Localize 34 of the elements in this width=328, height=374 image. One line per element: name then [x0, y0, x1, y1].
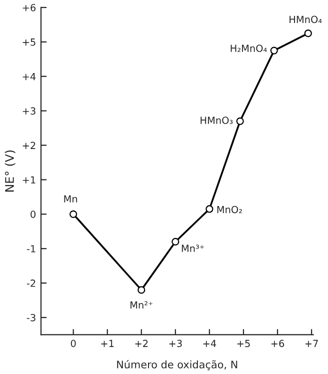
- x-axis-title: Número de oxidação, N: [117, 360, 238, 370]
- y-tick-label: +6: [22, 4, 36, 12]
- annotation: Mn²⁺: [130, 301, 153, 308]
- x-tick-label: 0: [70, 340, 76, 348]
- x-tick-label: +2: [135, 340, 148, 347]
- x-tick-label: +6: [271, 340, 284, 348]
- x-tick-label: +1: [101, 340, 114, 347]
- y-tick-label: +2: [22, 142, 36, 149]
- y-tick-label: +5: [22, 38, 36, 46]
- y-tick-label: -3: [26, 314, 36, 322]
- point: [138, 286, 146, 294]
- annotation: Mn: [64, 195, 77, 202]
- y-tick-label: +1: [22, 176, 36, 184]
- x-tick-label: +7: [305, 340, 318, 347]
- x-tick-label: +4: [203, 340, 216, 347]
- y-axis-title: NE° (V): [4, 150, 16, 192]
- y-tick-label: +4: [22, 72, 36, 80]
- annotation: H₂MnO₄: [230, 44, 267, 52]
- point: [270, 46, 278, 54]
- y-tick-label: 0: [30, 210, 36, 218]
- point: [172, 238, 180, 246]
- point: [70, 210, 78, 218]
- annotation: HMnO₃: [200, 116, 233, 124]
- annotation: Mn³⁺: [182, 244, 204, 252]
- y-tick-label: -1: [26, 245, 36, 252]
- point: [236, 117, 244, 125]
- x-tick-label: +3: [169, 340, 182, 348]
- annotation: MnO₂: [217, 206, 242, 214]
- x-tick-label: +5: [237, 340, 250, 348]
- y-tick-label: -2: [26, 280, 36, 287]
- annotation: HMnO₄: [290, 16, 322, 24]
- point: [206, 205, 214, 213]
- point: [304, 30, 312, 38]
- y-tick-label: +3: [22, 107, 36, 115]
